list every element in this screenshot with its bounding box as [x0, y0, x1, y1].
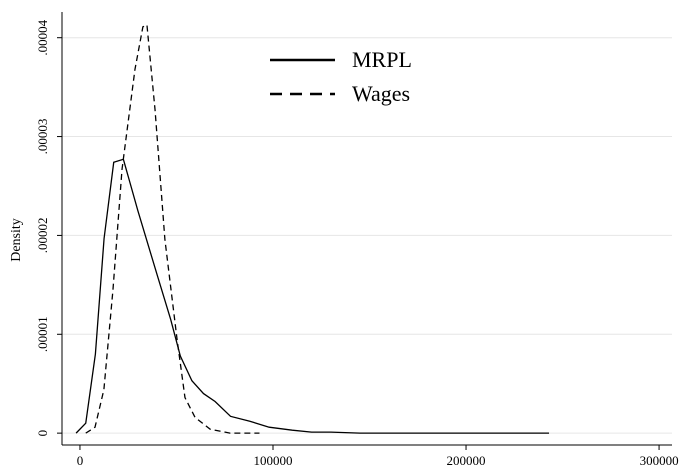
x-tick-label: 200000 — [447, 453, 486, 468]
legend-label: MRPL — [352, 47, 412, 72]
series-line — [75, 158, 550, 434]
series-line — [85, 23, 260, 434]
x-tick-label: 300000 — [640, 453, 679, 468]
x-tick-label: 0 — [77, 453, 84, 468]
y-tick-label: .00004 — [35, 19, 50, 55]
x-tick-label: 100000 — [253, 453, 292, 468]
y-tick-label: .00002 — [35, 218, 50, 254]
y-tick-label: .00001 — [35, 316, 50, 352]
y-axis-label: Density — [9, 218, 24, 262]
y-tick-label: 0 — [35, 430, 50, 437]
y-tick-label: .00003 — [35, 119, 50, 155]
legend-label: Wages — [352, 81, 410, 106]
